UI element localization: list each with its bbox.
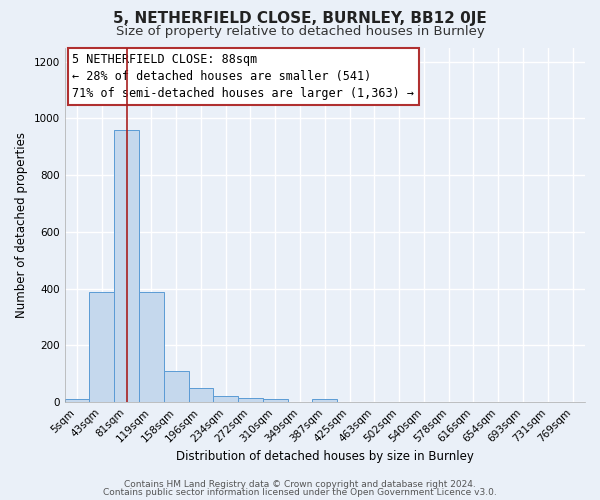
Bar [238,398,263,402]
Bar [164,371,188,402]
Y-axis label: Number of detached properties: Number of detached properties [15,132,28,318]
Bar [188,388,214,402]
Text: Contains HM Land Registry data © Crown copyright and database right 2024.: Contains HM Land Registry data © Crown c… [124,480,476,489]
Bar [114,130,139,402]
Bar [65,400,89,402]
Text: Contains public sector information licensed under the Open Government Licence v3: Contains public sector information licen… [103,488,497,497]
X-axis label: Distribution of detached houses by size in Burnley: Distribution of detached houses by size … [176,450,474,462]
Bar [139,292,164,402]
Text: 5, NETHERFIELD CLOSE, BURNLEY, BB12 0JE: 5, NETHERFIELD CLOSE, BURNLEY, BB12 0JE [113,11,487,26]
Bar [313,400,337,402]
Bar [263,400,287,402]
Bar [89,292,114,402]
Text: Size of property relative to detached houses in Burnley: Size of property relative to detached ho… [116,25,484,38]
Bar [214,396,238,402]
Text: 5 NETHERFIELD CLOSE: 88sqm
← 28% of detached houses are smaller (541)
71% of sem: 5 NETHERFIELD CLOSE: 88sqm ← 28% of deta… [73,53,415,100]
